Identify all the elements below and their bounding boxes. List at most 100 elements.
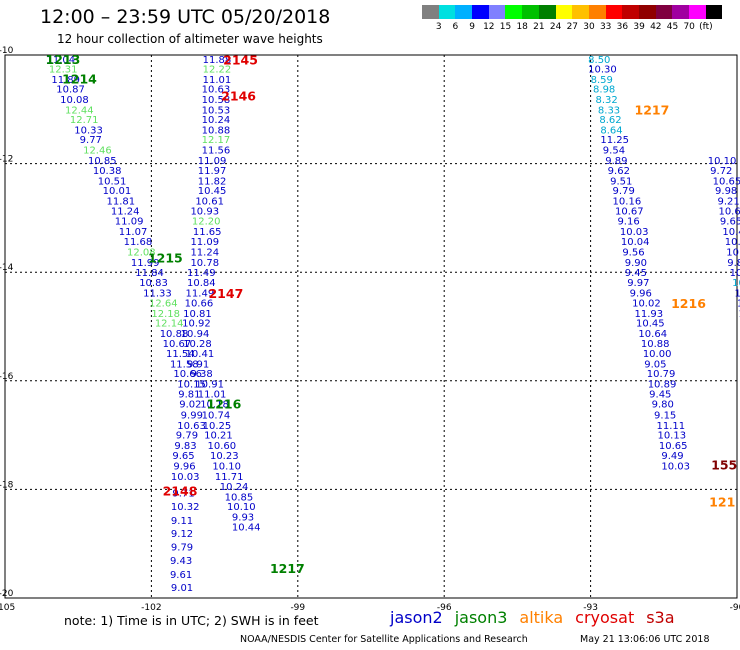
swh-value: 10.25 <box>203 421 232 432</box>
swh-value: 10.35 <box>730 268 740 279</box>
swh-value: 10.44 <box>232 522 261 533</box>
latitude-tick-label: -16 <box>0 372 14 382</box>
swh-value: 10.53 <box>202 105 231 116</box>
latitude-tick-label: -20 <box>0 589 14 599</box>
swh-value: 10.01 <box>103 186 132 197</box>
swh-value: 10.13 <box>657 431 686 442</box>
longitude-tick-label: -96 <box>437 603 452 613</box>
color-swatch <box>655 5 673 19</box>
swh-value: 11.07 <box>119 227 148 238</box>
swh-value: 11.97 <box>198 166 227 177</box>
color-scale-label: 21 <box>533 22 545 32</box>
swh-value: 10.00 <box>643 349 672 360</box>
swh-value: 10.24 <box>202 115 231 126</box>
color-scale-label: 30 <box>583 22 595 32</box>
longitude-tick-label: -102 <box>141 603 161 613</box>
color-scale-label: 18 <box>516 22 528 32</box>
swh-value: 9.86 <box>727 258 740 269</box>
swh-value: 9.01 <box>171 583 193 594</box>
swh-value: 10.88 <box>202 125 231 136</box>
swh-value: 10.30 <box>735 288 740 299</box>
swh-value: 9.45 <box>649 389 671 400</box>
swh-value: 10.21 <box>204 431 233 442</box>
color-scale-label: 9 <box>469 22 475 32</box>
satellite-legend: jason2 jason3 altika cryosat s3a <box>390 608 687 627</box>
swh-value: 10.85 <box>225 492 254 503</box>
generated-timestamp: May 21 13:06:06 UTC 2018 <box>580 634 710 645</box>
color-swatch <box>555 5 573 19</box>
swh-value: 12.14 <box>155 319 184 330</box>
swh-value: 9.49 <box>661 451 683 462</box>
swh-value: 10.23 <box>210 451 239 462</box>
swh-value: 10.66 <box>173 369 202 380</box>
satellite-legend-cryosat: cryosat <box>575 608 635 627</box>
swh-value: 11.49 <box>187 268 216 279</box>
swh-value: 9.72 <box>710 166 732 177</box>
swh-value: 9.05 <box>644 359 666 370</box>
color-scale-bar <box>422 5 723 19</box>
color-scale-label: 70 <box>683 22 695 32</box>
swh-value: 10.65 <box>713 176 740 187</box>
swh-value: 10.25 <box>732 278 740 289</box>
color-swatch <box>488 5 506 19</box>
swh-value: 10.41 <box>186 349 215 360</box>
swh-value: 10.30 <box>588 65 617 76</box>
swh-value: 10.34 <box>738 309 740 320</box>
swh-value: 12.08 <box>127 248 156 259</box>
swh-value: 10.03 <box>171 472 200 483</box>
swh-value: 10.51 <box>98 176 127 187</box>
swh-value: 11.24 <box>111 206 140 217</box>
color-swatch <box>438 5 456 19</box>
swh-value: 9.54 <box>603 145 625 156</box>
swh-value: 10.42 <box>725 237 740 248</box>
latitude-tick-label: -10 <box>0 46 14 56</box>
track-id-label: 1217 <box>635 102 670 117</box>
swh-value: 8.32 <box>595 95 617 106</box>
track-id-label: 1216 <box>207 397 242 412</box>
swh-value: 11.58 <box>170 359 199 370</box>
swh-value: 9.61 <box>170 570 192 581</box>
color-swatch <box>638 5 656 19</box>
longitude-tick-label: -93 <box>583 603 598 613</box>
note-text: note: 1) Time is in UTC; 2) SWH is in fe… <box>64 613 319 628</box>
color-scale-label: 27 <box>566 22 579 32</box>
swh-value: 10.60 <box>208 441 237 452</box>
track-id-label: 121 <box>709 494 735 509</box>
swh-value: 10.10 <box>708 156 737 167</box>
swh-value: 8.62 <box>599 115 621 126</box>
color-scale-label: 3 <box>435 22 442 32</box>
color-swatch <box>455 5 473 19</box>
swh-value: 10.61 <box>726 248 740 259</box>
satellite-legend-jason3: jason3 <box>454 608 508 627</box>
swh-value: 10.04 <box>621 237 650 248</box>
swh-value: 10.40 <box>722 227 740 238</box>
swh-value: 10.88 <box>641 339 670 350</box>
swh-value: 10.32 <box>171 502 200 513</box>
swh-value: 9.79 <box>171 542 193 553</box>
track-id-label: 1213 <box>46 52 81 67</box>
swh-value: 8.59 <box>591 75 613 86</box>
color-swatch <box>522 5 539 19</box>
color-swatch <box>505 5 523 19</box>
swh-value: 10.61 <box>195 197 224 208</box>
swh-value: 12.46 <box>83 145 112 156</box>
track-id-label: 1215 <box>148 251 183 266</box>
color-swatch <box>422 5 439 19</box>
swh-value: 11.33 <box>143 288 172 299</box>
swh-value: 11.04 <box>46 55 75 66</box>
color-scale-label: 45 <box>666 22 679 32</box>
swh-value: 10.33 <box>74 125 103 136</box>
swh-value: 11.65 <box>193 227 222 238</box>
swh-value: 10.65 <box>659 441 688 452</box>
swh-value: 11.88 <box>203 55 232 66</box>
color-scale-label: 42 <box>650 22 662 32</box>
swh-value: 11.54 <box>166 349 195 360</box>
swh-value: 10.79 <box>647 369 676 380</box>
swh-value: 9.71 <box>172 489 194 500</box>
swh-value: 11.09 <box>115 217 144 228</box>
swh-value: 11.01 <box>203 75 232 86</box>
color-swatch <box>672 5 689 19</box>
longitude-tick-label: -105 <box>0 603 15 613</box>
plot-frame <box>4 54 738 599</box>
swh-value: 9.56 <box>622 248 644 259</box>
